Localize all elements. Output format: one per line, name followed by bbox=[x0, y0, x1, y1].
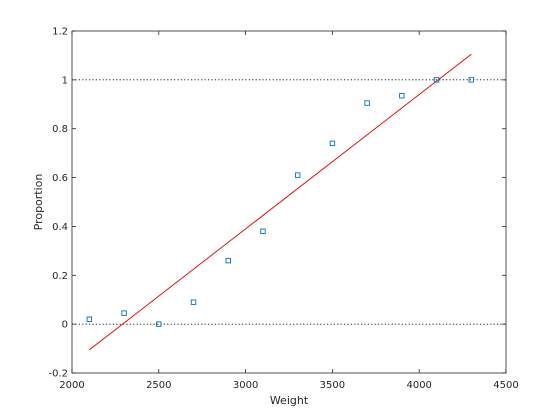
y-tick-label: 0.2 bbox=[52, 271, 68, 282]
data-point bbox=[294, 172, 301, 178]
x-tick-label: 3500 bbox=[320, 380, 345, 391]
x-axis-label: Weight bbox=[270, 394, 309, 407]
data-point bbox=[121, 310, 127, 316]
data-point bbox=[329, 140, 336, 147]
y-axis-label: Proportion bbox=[32, 174, 45, 231]
fit-line-group bbox=[89, 53, 472, 351]
data-point bbox=[156, 321, 162, 327]
data-point bbox=[433, 77, 440, 83]
y-tick-label: 0.8 bbox=[52, 124, 68, 135]
x-tick-label: 4000 bbox=[406, 380, 431, 391]
reference-lines bbox=[72, 79, 506, 325]
data-point bbox=[260, 228, 266, 235]
y-tick-label: 0 bbox=[62, 320, 68, 331]
data-point bbox=[399, 93, 405, 99]
x-axis-ticks: 2000 2500 3000 3500 4000 4500 bbox=[59, 31, 519, 391]
fit-line bbox=[89, 53, 472, 351]
data-point bbox=[225, 257, 231, 264]
x-tick-label: 2000 bbox=[59, 380, 84, 391]
y-axis-ticks: -0.2 0 0.2 0.4 0.6 0.8 1 1.2 bbox=[48, 27, 506, 380]
data-point bbox=[86, 316, 93, 322]
data-point bbox=[468, 77, 474, 83]
x-tick-label: 4500 bbox=[493, 380, 518, 391]
x-tick-label: 3000 bbox=[233, 380, 258, 391]
data-points bbox=[86, 77, 474, 327]
x-tick-label: 2500 bbox=[146, 380, 171, 391]
y-tick-label: 1.2 bbox=[52, 27, 68, 38]
plot-background bbox=[72, 31, 506, 373]
y-tick-label: 0.4 bbox=[52, 222, 68, 233]
data-point bbox=[190, 299, 197, 305]
plot-frame bbox=[71, 30, 507, 374]
y-tick-label: -0.2 bbox=[48, 369, 68, 380]
y-tick-label: 1 bbox=[62, 75, 68, 86]
data-point bbox=[364, 100, 370, 106]
y-tick-label: 0.6 bbox=[52, 173, 68, 184]
